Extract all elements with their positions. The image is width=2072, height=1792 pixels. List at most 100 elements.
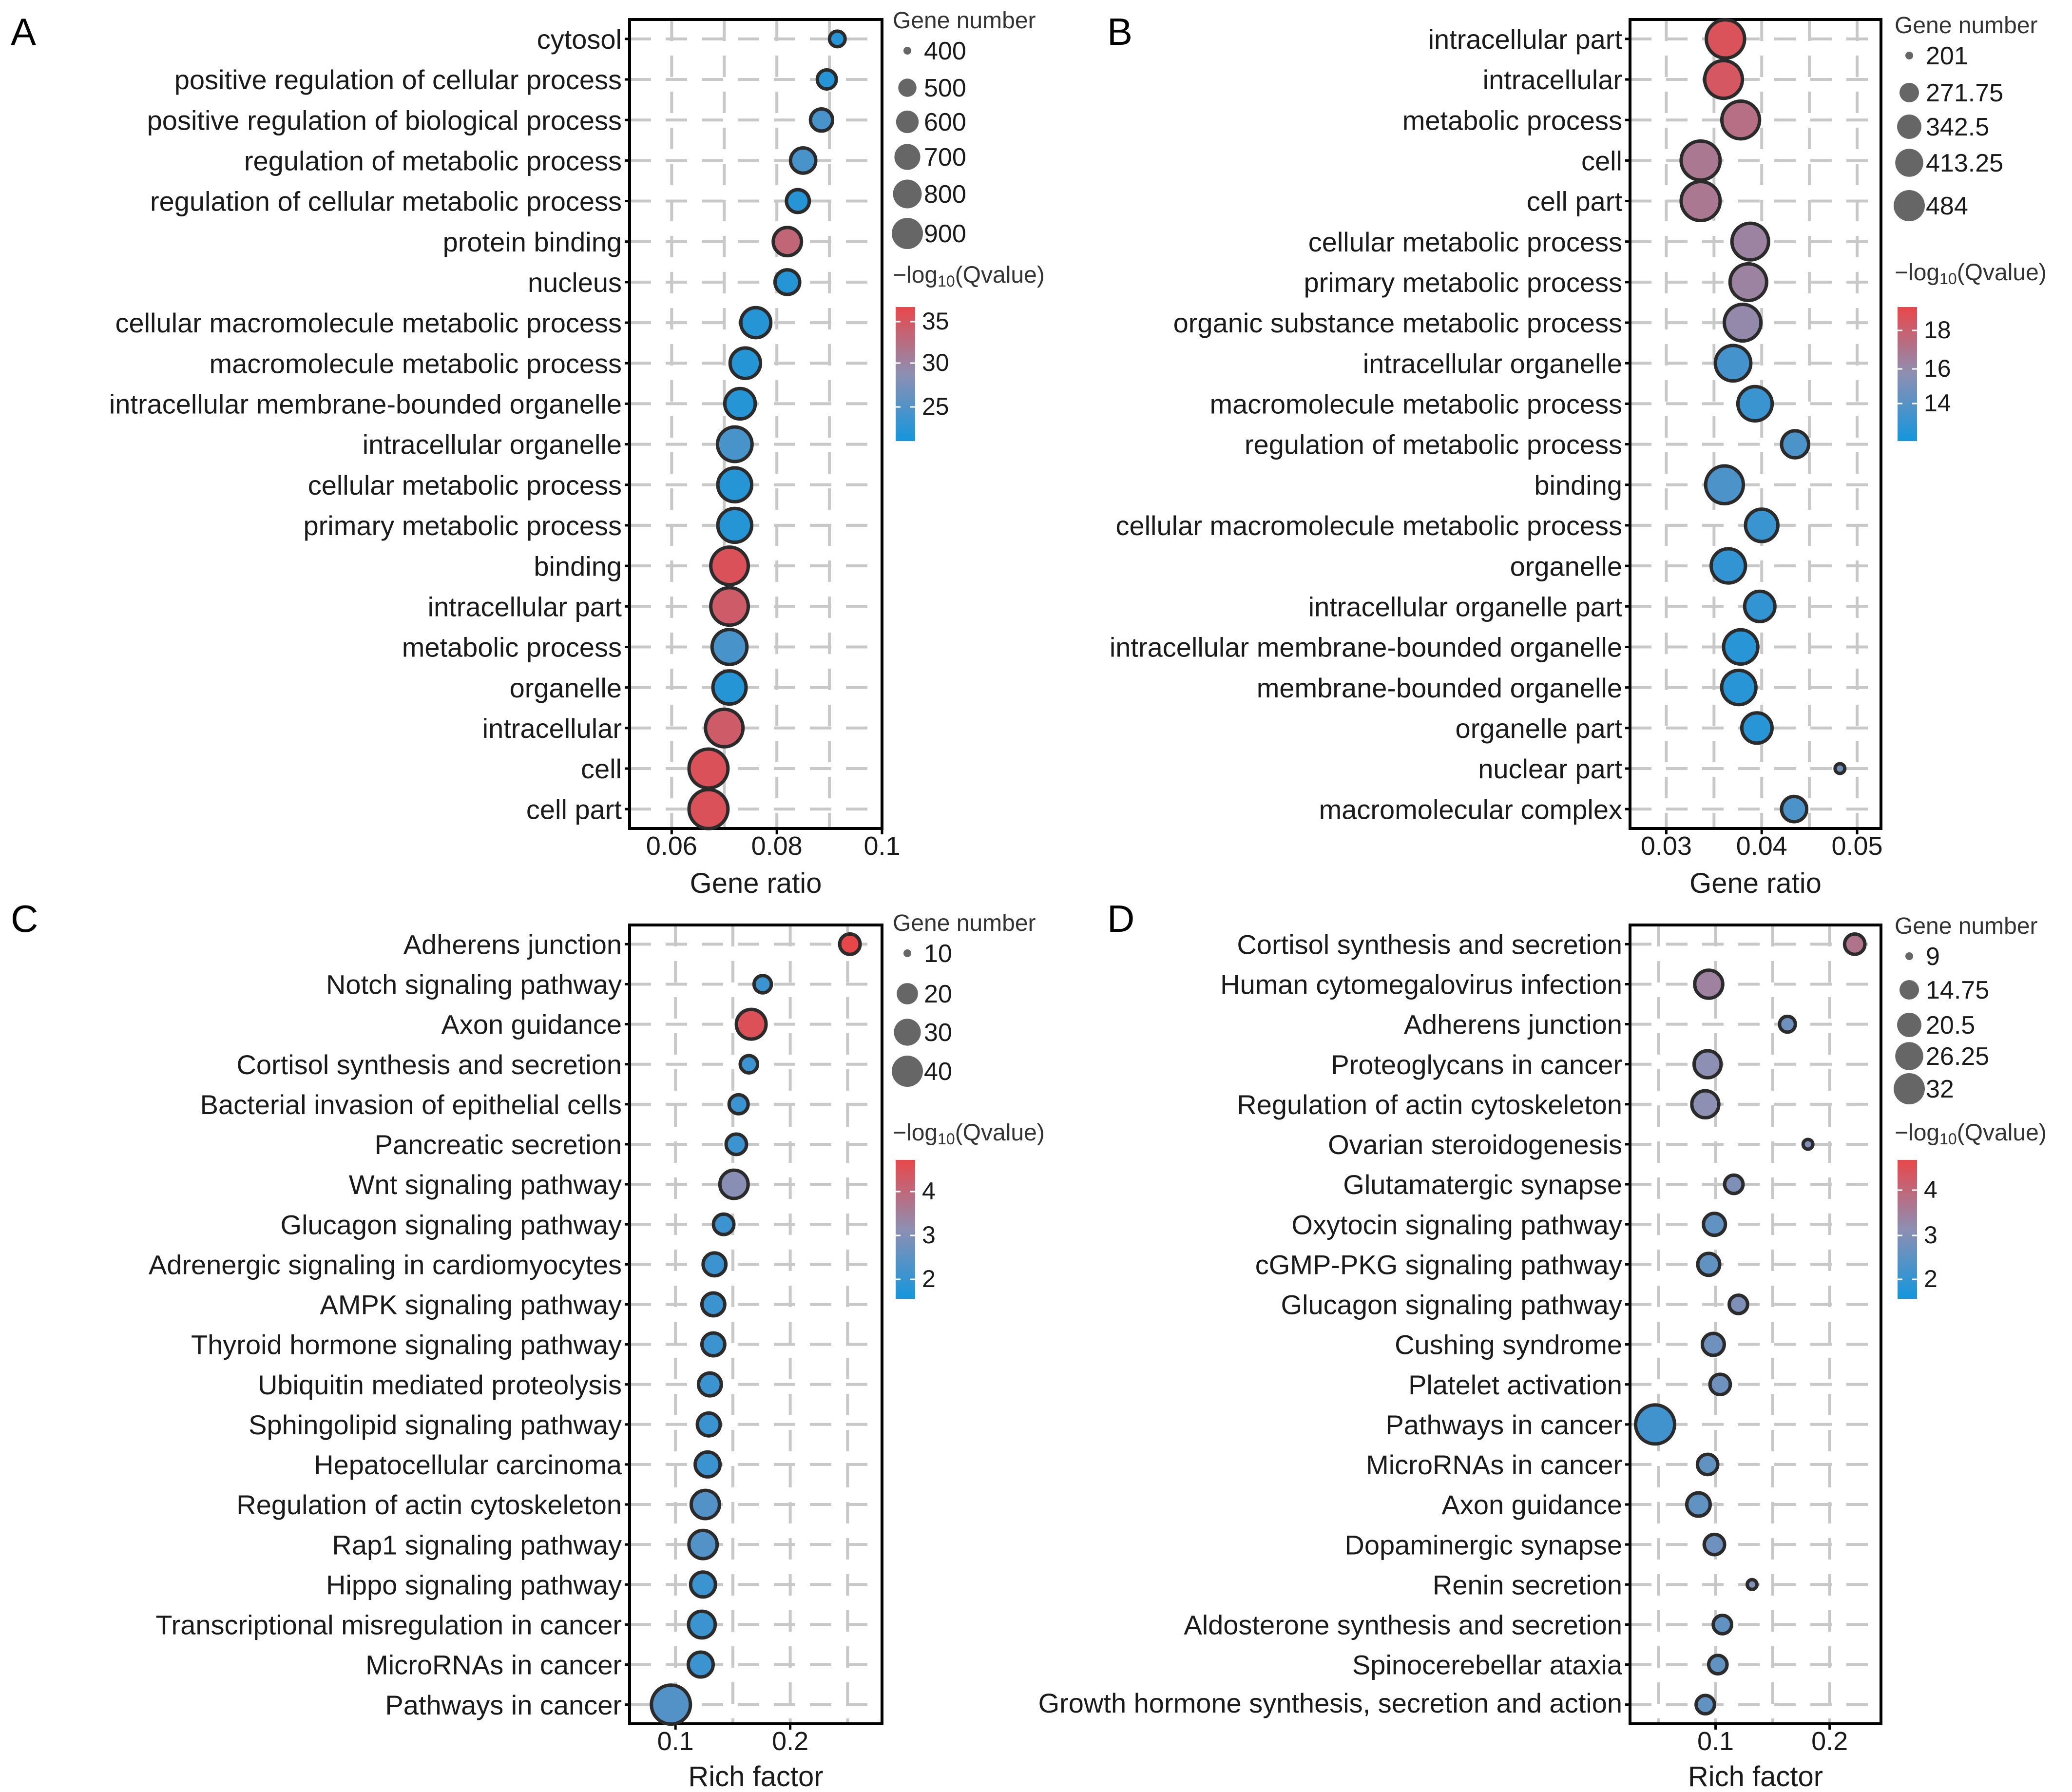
category-label: intracellular membrane-bounded organelle — [1110, 632, 1622, 663]
data-point — [1634, 1403, 1676, 1446]
category-label: organelle — [510, 673, 622, 703]
x-axis-title: Rich factor — [688, 1761, 823, 1792]
plot-frame — [1629, 18, 1882, 830]
category-label: Thyroid hormone signaling pathway — [191, 1330, 622, 1360]
data-point — [711, 669, 748, 706]
category-label: Cortisol synthesis and secretion — [236, 1049, 622, 1080]
x-tick-label: 0.2 — [772, 1727, 808, 1756]
data-point — [686, 1650, 715, 1679]
size-legend-label: 40 — [924, 1058, 952, 1086]
data-point — [1703, 58, 1745, 100]
size-legend-dot — [1897, 115, 1921, 139]
data-point — [1780, 429, 1811, 460]
category-label: positive regulation of cellular process — [174, 64, 622, 95]
color-legend: −log10(Qvalue) 4 3 2 — [1895, 1120, 2047, 1299]
category-label: positive regulation of biological proces… — [147, 105, 622, 135]
data-point — [1690, 1089, 1721, 1120]
color-legend-title: −log10(Qvalue) — [1895, 260, 2047, 288]
category-label: metabolic process — [402, 632, 622, 663]
x-tick-label: 0.03 — [1641, 831, 1692, 861]
color-legend-title: −log10(Qvalue) — [893, 262, 1045, 290]
category-label: Proteoglycans in cancer — [1331, 1049, 1622, 1080]
size-legend-title: Gene number — [1895, 13, 2038, 39]
category-label: Regulation of actin cytoskeleton — [1237, 1089, 1622, 1120]
category-label: cellular macromolecule metabolic process — [1115, 510, 1622, 541]
category-label: metabolic process — [1402, 105, 1622, 135]
color-legend: −log10(Qvalue) 4 3 2 — [893, 1120, 1045, 1299]
points — [650, 932, 862, 1726]
category-label: membrane-bounded organelle — [1257, 673, 1622, 703]
data-point — [718, 1168, 750, 1200]
category-label: cell part — [1527, 186, 1623, 217]
size-legend-dot — [903, 949, 911, 957]
x-tick-label: 0.1 — [863, 831, 900, 861]
category-label: Sphingolipid signaling pathway — [249, 1409, 622, 1440]
data-point — [1702, 1212, 1727, 1237]
category-label: Wnt signaling pathway — [349, 1169, 622, 1200]
size-legend: Gene number 9 14.75 20.526.25 32 — [1894, 913, 2038, 1104]
category-label: Hepatocellular carcinoma — [314, 1449, 622, 1480]
category-label: AMPK signaling pathway — [320, 1290, 622, 1320]
data-point — [710, 628, 749, 666]
size-legend-dot — [1899, 83, 1919, 102]
category-label: Human cytomegalovirus infection — [1220, 969, 1622, 1000]
data-point — [687, 1609, 717, 1640]
data-point — [808, 107, 835, 133]
data-point — [785, 188, 811, 214]
data-point — [1696, 1252, 1722, 1277]
data-point — [687, 747, 730, 790]
size-legend-dot — [903, 47, 911, 55]
size-legend-dot — [892, 1056, 923, 1087]
color-bar — [896, 307, 915, 441]
size-legend-dot — [1905, 952, 1913, 960]
size-legend-dot — [897, 983, 918, 1004]
data-point — [689, 1488, 721, 1521]
category-label: primary metabolic process — [1304, 267, 1622, 298]
data-point — [1720, 99, 1762, 141]
category-label: cell — [581, 753, 622, 784]
data-point — [687, 1528, 719, 1561]
category-label: regulation of metabolic process — [244, 146, 622, 176]
category-label: Growth hormone synthesis, secretion and … — [1038, 1688, 1622, 1718]
plot-frame — [628, 18, 883, 830]
x-tick-label: 0.06 — [646, 831, 697, 861]
x-axis-title: Rich factor — [1688, 1761, 1823, 1792]
data-point — [727, 1093, 750, 1116]
data-point — [1679, 139, 1722, 182]
size-legend-title: Gene number — [893, 910, 1036, 936]
data-point — [1745, 1578, 1759, 1591]
size-legend: Gene number 400 500 600 700 800 900 — [892, 8, 1036, 249]
data-point — [728, 346, 763, 380]
category-label: Platelet activation — [1408, 1369, 1622, 1400]
category-label: intracellular part — [428, 591, 622, 622]
category-label: Axon guidance — [441, 1009, 622, 1040]
size-legend-label: 600 — [924, 108, 966, 136]
size-legend-dot — [1894, 190, 1925, 221]
data-point — [704, 707, 745, 749]
data-point — [687, 788, 730, 830]
grid — [1630, 925, 1881, 1724]
size-legend-label: 413.25 — [1926, 149, 2003, 177]
category-label: intracellular organelle part — [1308, 591, 1623, 622]
category-label: primary metabolic process — [303, 510, 622, 541]
color-bar-label: 25 — [922, 393, 949, 420]
color-bar-label: 14 — [1924, 389, 1951, 417]
category-label: organelle — [1510, 551, 1622, 581]
data-point — [709, 586, 750, 627]
data-point — [1730, 221, 1770, 262]
category-label: Axon guidance — [1441, 1489, 1622, 1520]
color-bar-label: 3 — [1924, 1221, 1938, 1249]
category-label: Glucagon signaling pathway — [281, 1209, 622, 1240]
size-legend-label: 342.5 — [1926, 113, 1989, 141]
size-legend-label: 26.25 — [1926, 1042, 1989, 1071]
category-label: Adrenergic signaling in cardiomyocytes — [149, 1249, 622, 1280]
size-legend-dot — [898, 78, 917, 97]
data-point — [693, 1450, 722, 1479]
color-bar-label: 2 — [1924, 1265, 1938, 1292]
category-label: Rap1 signaling pathway — [332, 1529, 622, 1560]
data-point — [700, 1291, 727, 1318]
data-point — [711, 1212, 736, 1236]
